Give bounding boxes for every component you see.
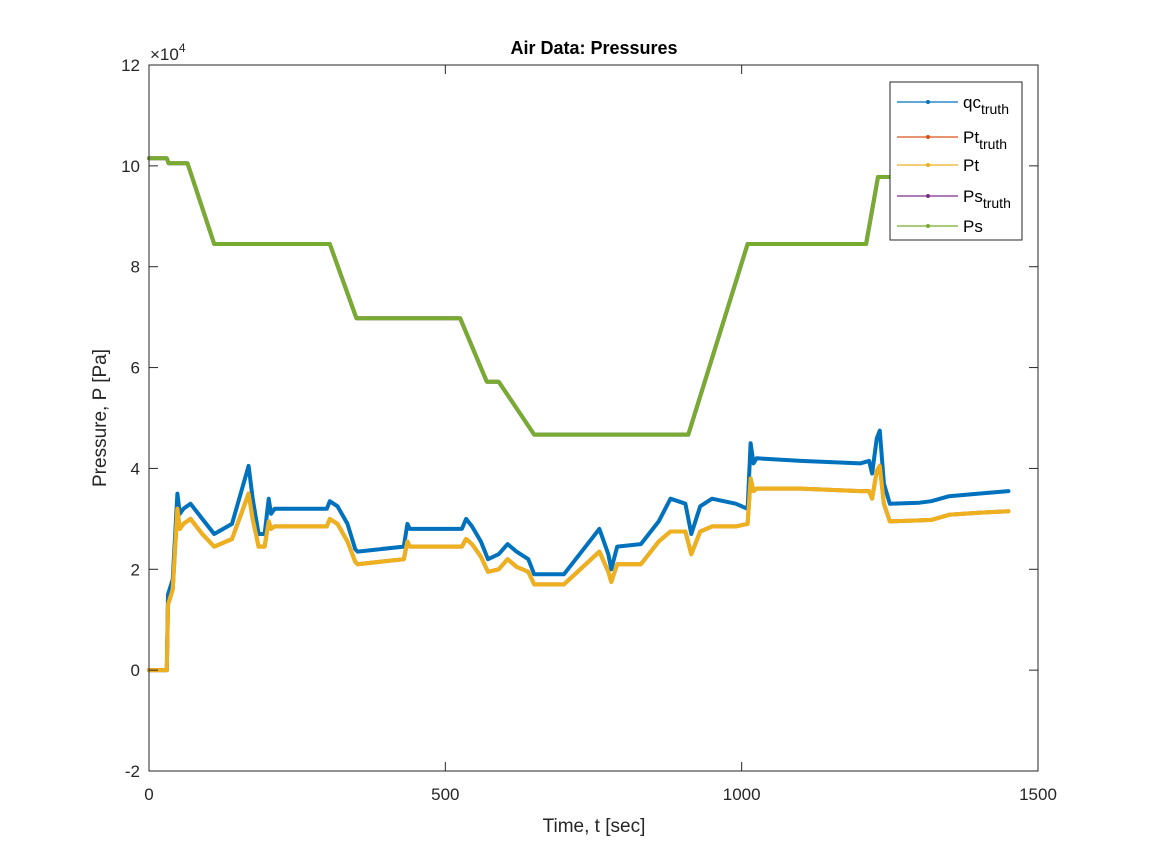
y-tick-label: 0: [131, 661, 140, 680]
x-tick-label: 1500: [1019, 785, 1057, 804]
legend-label-subscript: truth: [981, 101, 1009, 117]
y-tick-label: 12: [121, 56, 140, 75]
y-tick-label: 4: [131, 459, 140, 478]
y-tick-label: 6: [131, 359, 140, 378]
y-tick-label: 2: [131, 560, 140, 579]
x-axis-label: Time, t [sec]: [543, 816, 646, 837]
legend-marker: [926, 100, 930, 104]
y-tick-label: 10: [121, 157, 140, 176]
x-tick-label: 1000: [723, 785, 761, 804]
legend-label-subscript: truth: [979, 136, 1007, 152]
x-tick-label: 500: [431, 785, 459, 804]
legend-marker: [926, 224, 930, 228]
legend-marker: [926, 135, 930, 139]
x-tick-label: 0: [144, 785, 153, 804]
y-tick-label: 8: [131, 258, 140, 277]
chart-title: Air Data: Pressures: [510, 38, 677, 58]
legend-label-name: Pt: [963, 128, 979, 147]
legend-marker: [926, 194, 930, 198]
legend-label: Pt: [963, 156, 979, 175]
legend-label-name: Ps: [963, 187, 983, 206]
legend-label-name: qc: [963, 93, 981, 112]
legend-label-subscript: truth: [983, 195, 1011, 211]
legend-label-name: Ps: [963, 217, 983, 236]
legend-marker: [926, 163, 930, 167]
legend-label: Ps: [963, 217, 983, 236]
y-tick-label: -2: [125, 762, 140, 781]
legend-label-name: Pt: [963, 156, 979, 175]
y-axis-label: Pressure, P [Pa]: [90, 349, 111, 487]
